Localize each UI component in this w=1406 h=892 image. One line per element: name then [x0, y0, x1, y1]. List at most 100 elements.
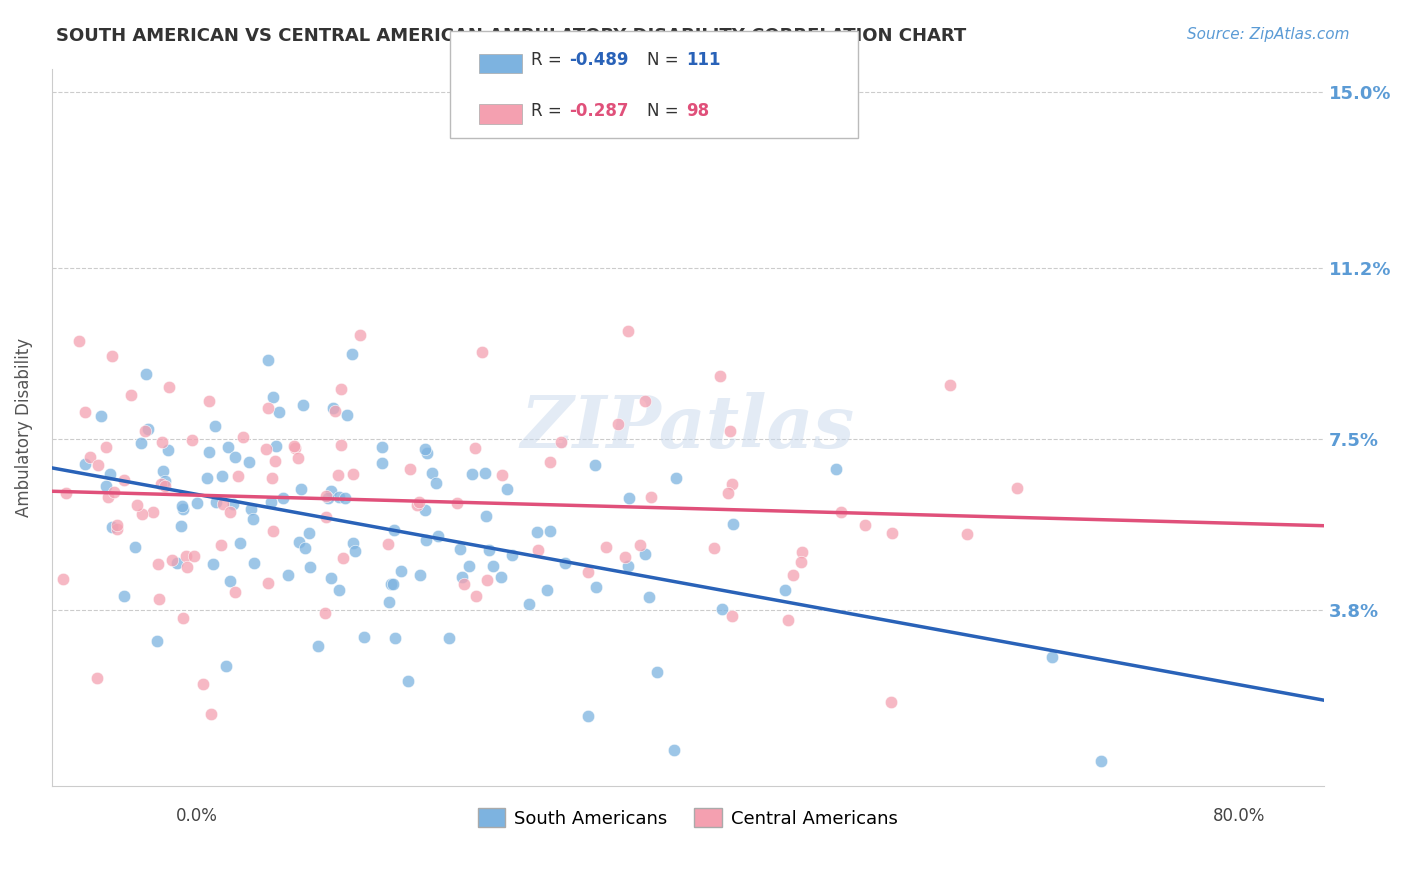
Point [79, 450, 101, 464]
Point [382, 524, 405, 538]
Point [782, 567, 804, 582]
Point [585, 581, 607, 595]
Point [160, 553, 183, 567]
Point [790, 555, 813, 569]
Point [315, 509, 337, 524]
Point [353, 630, 375, 644]
Point [825, 461, 848, 475]
Point [501, 549, 523, 563]
Point [94, 440, 117, 454]
Point [323, 404, 346, 418]
Point [215, 659, 238, 673]
Point [307, 639, 329, 653]
Point [330, 438, 353, 452]
Point [294, 541, 316, 556]
Point [183, 549, 205, 563]
Text: Source: ZipAtlas.com: Source: ZipAtlas.com [1187, 27, 1350, 42]
Point [290, 482, 312, 496]
Point [204, 495, 226, 509]
Point [262, 390, 284, 404]
Point [645, 665, 668, 679]
Text: ZIPatlas: ZIPatlas [520, 392, 855, 463]
Point [172, 611, 194, 625]
Point [176, 559, 198, 574]
Point [333, 491, 356, 506]
Point [145, 633, 167, 648]
Point [319, 484, 342, 499]
Point [172, 501, 194, 516]
Point [460, 467, 482, 481]
Point [105, 522, 128, 536]
Point [408, 568, 430, 582]
Point [105, 518, 128, 533]
Point [112, 473, 135, 487]
Text: -0.489: -0.489 [569, 51, 628, 69]
Point [112, 589, 135, 603]
Legend: South Americans, Central Americans: South Americans, Central Americans [471, 801, 904, 835]
Point [576, 565, 599, 579]
Point [193, 677, 215, 691]
Text: N =: N = [647, 51, 683, 69]
Point [232, 430, 254, 444]
Point [830, 505, 852, 519]
Point [425, 476, 447, 491]
Point [773, 582, 796, 597]
Point [1040, 649, 1063, 664]
Point [316, 491, 339, 505]
Point [449, 541, 471, 556]
Point [406, 498, 429, 512]
Point [198, 393, 221, 408]
Point [142, 505, 165, 519]
Point [257, 576, 280, 591]
Point [478, 543, 501, 558]
Point [218, 574, 240, 589]
Point [720, 477, 742, 491]
Point [136, 422, 159, 436]
Point [150, 434, 173, 449]
Point [453, 577, 475, 591]
Point [101, 520, 124, 534]
Point [617, 558, 640, 573]
Point [465, 589, 488, 603]
Point [399, 462, 422, 476]
Point [224, 450, 246, 464]
Point [240, 502, 263, 516]
Point [415, 533, 437, 548]
Point [550, 435, 572, 450]
Point [243, 557, 266, 571]
Point [222, 497, 245, 511]
Point [322, 401, 344, 415]
Point [242, 512, 264, 526]
Point [257, 353, 280, 368]
Point [378, 595, 401, 609]
Text: 0.0%: 0.0% [176, 807, 218, 825]
Y-axis label: Ambulatory Disability: Ambulatory Disability [15, 338, 32, 517]
Point [778, 613, 800, 627]
Point [342, 467, 364, 481]
Point [186, 496, 208, 510]
Point [314, 606, 336, 620]
Point [437, 631, 460, 645]
Text: -0.287: -0.287 [569, 102, 628, 120]
Point [1090, 754, 1112, 768]
Point [267, 405, 290, 419]
Point [576, 709, 599, 723]
Point [124, 540, 146, 554]
Point [554, 557, 576, 571]
Point [342, 347, 364, 361]
Point [298, 525, 321, 540]
Point [482, 559, 505, 574]
Point [170, 500, 193, 514]
Point [1005, 481, 1028, 495]
Point [790, 545, 813, 559]
Point [389, 565, 412, 579]
Point [955, 526, 977, 541]
Point [134, 425, 156, 439]
Point [98, 467, 121, 481]
Point [427, 529, 450, 543]
Point [67, 334, 90, 348]
Point [495, 482, 517, 496]
Point [416, 446, 439, 460]
Point [176, 549, 198, 564]
Point [413, 442, 436, 457]
